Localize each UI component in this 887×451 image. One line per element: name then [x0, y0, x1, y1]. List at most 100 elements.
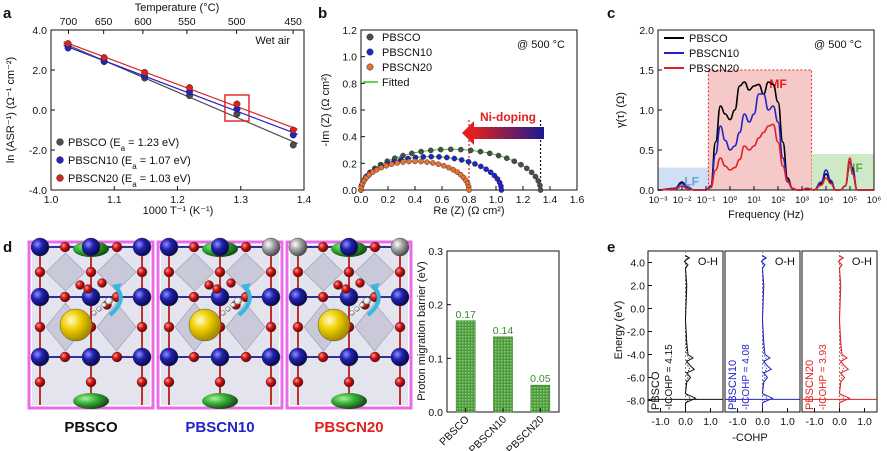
- y-tick-label: 1.5: [639, 65, 654, 77]
- impedance-point-PBSCN20: [388, 161, 395, 167]
- data-point-PBSCN20: [64, 40, 72, 48]
- y-tick-label: 0.2: [428, 300, 443, 312]
- oxygen-atom: [369, 351, 381, 363]
- oxygen-atom: [136, 376, 148, 388]
- impedance-point-PBSCN20: [445, 164, 452, 171]
- proton-path-dot: [220, 310, 226, 316]
- impedance-point-PBSCO: [409, 150, 415, 157]
- crystal-structure-PBSCN20: [285, 237, 413, 410]
- cobalt-atom: [261, 347, 281, 367]
- icohp-value: -ICOHP = 4.08: [741, 344, 752, 410]
- fitted-arc-PBSCN20: [360, 160, 470, 191]
- octahedron: [45, 252, 86, 292]
- oxygen-atom: [214, 266, 226, 278]
- fit-line-PBSCN10: [63, 44, 298, 135]
- x-tick-label: 0.4: [408, 194, 423, 206]
- impedance-point-PBSCO: [511, 158, 518, 165]
- legend-marker: [56, 156, 64, 164]
- proton-path-dot: [225, 306, 231, 312]
- bar-PBSCO: [455, 320, 476, 413]
- fit-line-PBSCN20: [63, 41, 298, 130]
- cobalt-atom: [81, 237, 101, 257]
- oxygen-atom: [317, 291, 329, 303]
- legend-name: PBSCO (E: [68, 137, 121, 149]
- region-LF: [658, 167, 709, 190]
- impedance-point-PBSCO: [458, 146, 464, 153]
- oxygen-atom: [292, 266, 304, 278]
- top-tick-label: 500: [228, 16, 246, 28]
- x-tick-label: 10⁻³: [649, 195, 668, 206]
- legend-marker: [366, 33, 374, 41]
- x-tick-label: 0.6: [435, 194, 450, 206]
- y-tick-label: -2.0: [627, 327, 645, 339]
- oxygen-atom: [188, 241, 200, 253]
- bond-label: O-H: [852, 256, 872, 268]
- oxygen-atom: [59, 241, 71, 253]
- highlight-box: [224, 94, 250, 122]
- cobalt-atom: [390, 347, 410, 367]
- oxygen-atom: [333, 280, 343, 290]
- y-tick-label: 0.0: [639, 185, 654, 197]
- legend-marker: [56, 174, 64, 182]
- x-tick-label: 1.6: [570, 194, 585, 206]
- impedance-point-PBSCN10: [444, 154, 450, 161]
- panel-a-annotation: Wet air: [255, 35, 290, 47]
- oxygen-atom: [34, 266, 46, 278]
- oxygen-atom: [394, 321, 406, 333]
- oxygen-atom: [226, 278, 236, 288]
- cohp-curve: [760, 255, 774, 412]
- oxygen-atom: [59, 351, 71, 363]
- bar-value-label: 0.14: [493, 325, 514, 337]
- cobalt-atom: [159, 237, 179, 257]
- legend-value: = 1.03 eV): [137, 173, 191, 185]
- oxygen-atom: [317, 241, 329, 253]
- legend-subscript: a: [132, 180, 137, 189]
- x-tick-label: 10⁵: [843, 195, 858, 206]
- impedance-point-PBSCO: [467, 147, 474, 154]
- subplot-name: PBSCN20: [804, 360, 816, 410]
- cobalt-atom: [339, 347, 359, 367]
- x-tick-label: 1.1: [107, 194, 122, 206]
- oxygen-atom: [97, 278, 107, 288]
- y-tick-label: 0.8: [342, 78, 357, 90]
- oxygen-atom: [163, 376, 175, 388]
- cobalt-atom: [81, 347, 101, 367]
- cobalt-atom: [159, 347, 179, 367]
- x-tick-label: 0.0: [755, 416, 770, 428]
- x-tick-label: -1.0: [728, 416, 746, 428]
- bar-PBSCN20: [530, 384, 551, 413]
- y-tick-label: 4.0: [32, 25, 47, 37]
- impedance-point-PBSCN10: [420, 154, 427, 160]
- impedance-point-PBSCO: [528, 169, 535, 176]
- drt-curve-PBSCN20: [657, 123, 874, 191]
- impedance-point-PBSCN10: [498, 187, 505, 193]
- impedance-point-PBSCN10: [465, 158, 472, 165]
- oxygen-atom: [369, 241, 381, 253]
- panel-b-y-label: -Im (Z) (Ω cm²): [320, 74, 332, 147]
- oxygen-atom: [204, 280, 214, 290]
- proton-path-dot: [101, 302, 107, 308]
- impedance-point-PBSCN10: [451, 155, 458, 162]
- legend-label: PBSCN20 (Ea = 1.03 eV): [68, 173, 191, 189]
- icohp-value: -ICOHP = 3.93: [818, 344, 829, 410]
- impedance-point-PBSCN20: [406, 158, 412, 165]
- impedance-point-PBSCO: [477, 148, 484, 155]
- legend-marker: [366, 63, 374, 71]
- oxygen-atom: [341, 284, 351, 294]
- hydrogen-atom: [105, 297, 113, 305]
- legend-label: PBSCN20: [689, 63, 739, 75]
- y-tick-label: 2.0: [630, 281, 645, 293]
- y-tick-label: 4.0: [630, 258, 645, 270]
- hydrogen-atom: [234, 297, 242, 305]
- impedance-point-PBSCN10: [487, 169, 494, 176]
- panel-b-arrow-label: Ni-doping: [480, 110, 536, 124]
- impedance-point-PBSCO: [447, 146, 454, 153]
- panel-c-annotation: @ 500 °C: [814, 39, 862, 51]
- x-tick-label: 10⁰: [723, 195, 738, 206]
- region-label-MF: MF: [769, 77, 786, 91]
- x-tick-label: 1.0: [44, 194, 59, 206]
- panel-b-doping-arrow-body: [474, 127, 544, 139]
- top-tick-label: 600: [134, 16, 152, 28]
- cohp-curve: [683, 255, 697, 412]
